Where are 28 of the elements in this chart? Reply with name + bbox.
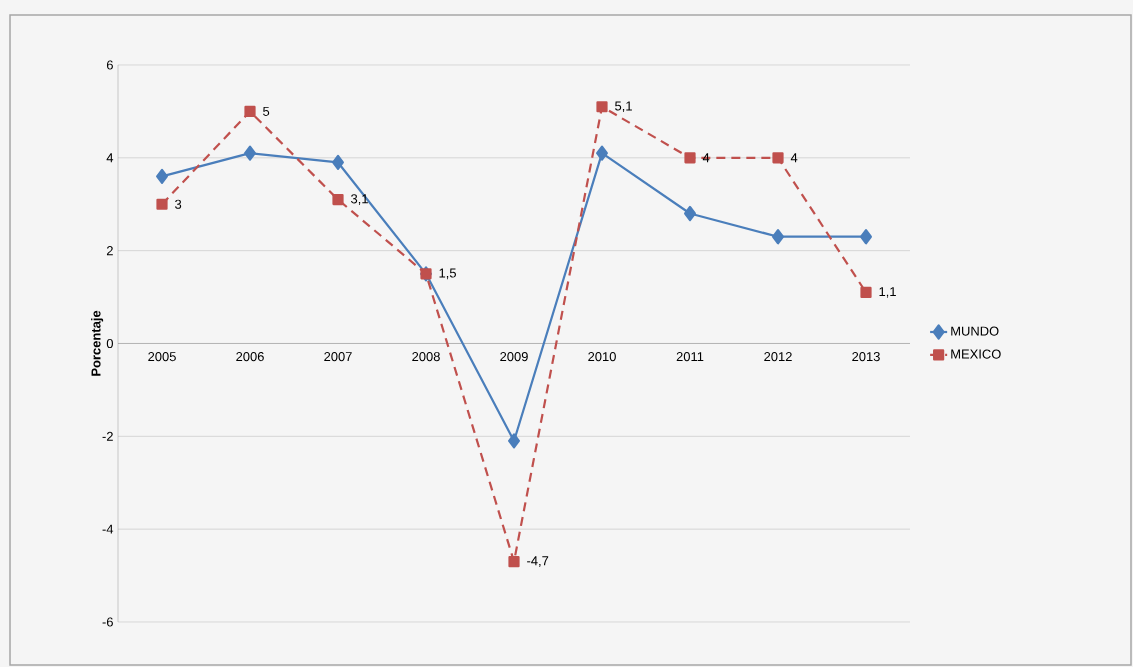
x-tick-label: 2007	[324, 351, 352, 362]
y-tick-label: -2	[102, 431, 113, 441]
y-tick-label: -4	[102, 524, 114, 534]
x-tick-label: 2005	[148, 351, 176, 362]
legend-label: MUNDO	[951, 326, 999, 336]
y-tick-label: -6	[102, 617, 113, 627]
x-tick-label: 2012	[764, 351, 792, 362]
data-label: 1,5	[439, 268, 456, 280]
x-tick-label: 2008	[412, 351, 440, 362]
y-tick-label: 4	[106, 153, 114, 163]
x-tick-label: 2011	[676, 351, 704, 362]
y-tick-label: 0	[106, 338, 113, 349]
legend-label: MEXICO	[951, 349, 1001, 359]
data-label: 3,1	[351, 194, 368, 205]
x-tick-label: 2013	[852, 351, 880, 362]
x-tick-label: 2006	[236, 351, 264, 362]
data-label: 5	[263, 106, 270, 116]
data-label: 1,1	[879, 287, 896, 298]
x-tick-label: 2009	[500, 351, 528, 362]
data-label: -4,7	[527, 556, 549, 567]
y-tick-label: 2	[106, 246, 113, 256]
x-tick-label: 2010	[588, 351, 616, 362]
data-label: 4	[702, 153, 710, 163]
data-label: 5,1	[615, 101, 632, 113]
data-label: 4	[790, 153, 798, 163]
data-label: 3	[175, 199, 182, 209]
y-tick-label: 6	[106, 60, 113, 70]
y-axis-title: Porcentaje	[91, 310, 104, 376]
